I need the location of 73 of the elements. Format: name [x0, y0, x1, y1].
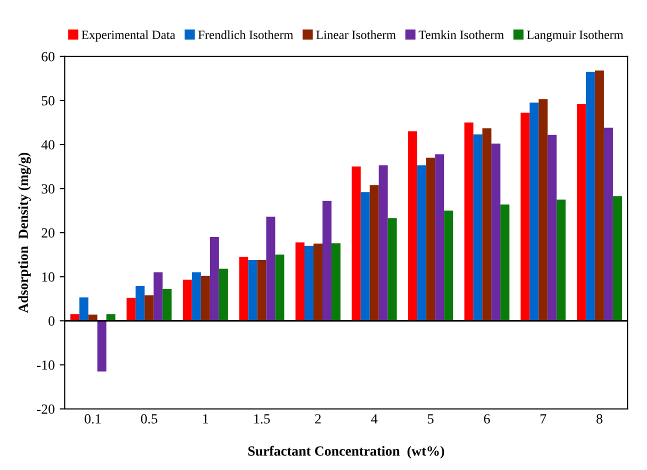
legend-label: Langmuir Isotherm: [526, 30, 624, 42]
bar: [266, 216, 276, 321]
bar: [162, 289, 172, 321]
bar: [352, 166, 361, 321]
y-tick-label: 10: [42, 272, 54, 282]
bar: [248, 260, 258, 321]
y-tick-label: 40: [41, 140, 54, 150]
bar: [491, 144, 500, 321]
x-tick-label: 1: [203, 414, 208, 424]
y-tick-label: 50: [42, 96, 54, 106]
bar: [79, 297, 88, 321]
bar: [473, 134, 482, 321]
bar: [538, 99, 548, 321]
bar: [218, 268, 228, 321]
x-tick-label: 6: [484, 414, 490, 424]
bar: [304, 246, 314, 321]
x-tick-label: 4: [371, 414, 378, 424]
bar: [435, 154, 444, 321]
y-tick-label: -10: [36, 360, 54, 370]
bar: [594, 70, 604, 321]
bar: [530, 102, 539, 321]
y-tick-label: 60: [42, 52, 54, 62]
bar: [313, 244, 323, 321]
x-tick-label: 8: [596, 414, 602, 424]
bar: [295, 242, 304, 321]
legend-label: Temkin Isotherm: [418, 30, 504, 40]
x-tick-label: 7: [540, 414, 546, 424]
bar: [500, 204, 510, 321]
legend-label: Frendlich Isotherm: [198, 30, 294, 40]
bar: [548, 134, 557, 321]
bar: [182, 280, 192, 321]
bar: [154, 272, 163, 321]
bar: [322, 200, 332, 321]
bar: [360, 192, 370, 321]
x-tick-label: 0.1: [84, 414, 101, 424]
bar: [239, 256, 248, 321]
bar: [192, 272, 201, 321]
bar: [257, 260, 266, 321]
bar: [444, 210, 454, 321]
bar: [586, 72, 595, 321]
bar: [388, 218, 397, 321]
x-tick-label: 0.5: [140, 414, 158, 424]
y-tick-label: -20: [36, 404, 54, 414]
bar: [408, 131, 418, 321]
bar: [520, 112, 530, 321]
y-tick-label: 0: [48, 316, 54, 326]
bar: [417, 165, 426, 321]
x-axis-title: Surfactant Concentration (wt%): [248, 446, 444, 459]
bar: [464, 122, 474, 321]
x-tick-label: 1.5: [254, 414, 270, 424]
bar: [210, 237, 219, 321]
legend-label: Experimental Data: [82, 30, 176, 42]
y-tick-label: 20: [42, 228, 54, 238]
legend-label: Linear Isotherm: [316, 30, 396, 40]
bar: [576, 104, 586, 321]
bar: [426, 158, 436, 321]
bar: [97, 320, 106, 372]
y-axis-title: Adsorption Density (mg/g): [18, 152, 31, 313]
bar: [482, 128, 492, 321]
bar: [275, 254, 284, 321]
bar: [200, 276, 210, 321]
bar: [612, 196, 622, 321]
bar: [332, 243, 341, 321]
bar: [556, 200, 566, 321]
bar: [370, 185, 379, 321]
bar: [604, 128, 613, 321]
bar: [144, 295, 154, 321]
bar: [126, 298, 136, 321]
y-tick-label: 30: [42, 184, 54, 194]
x-tick-label: 5: [428, 414, 434, 424]
bar: [378, 165, 388, 321]
bar: [136, 286, 145, 321]
x-tick-label: 2: [315, 414, 321, 424]
